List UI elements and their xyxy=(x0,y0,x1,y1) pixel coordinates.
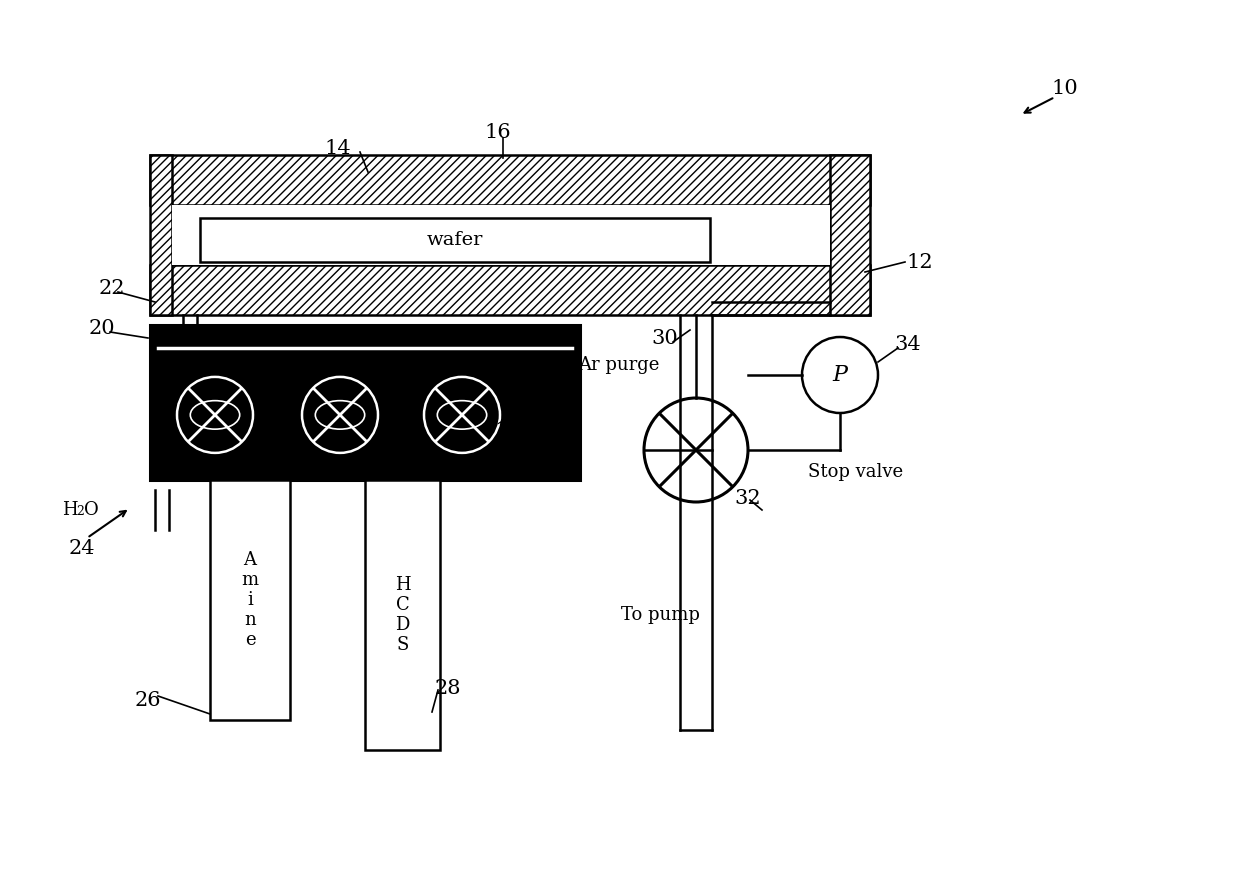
Bar xyxy=(830,155,870,315)
Text: 12: 12 xyxy=(906,253,934,271)
Bar xyxy=(210,480,290,720)
Text: 20: 20 xyxy=(89,319,115,337)
Text: 32: 32 xyxy=(734,488,761,507)
Text: 10: 10 xyxy=(1052,78,1079,98)
Text: 14: 14 xyxy=(325,138,351,158)
Text: P: P xyxy=(832,364,847,386)
Text: 36: 36 xyxy=(544,390,572,410)
Text: 22: 22 xyxy=(99,278,125,298)
Circle shape xyxy=(802,337,878,413)
Bar xyxy=(150,325,580,480)
Text: Stop valve: Stop valve xyxy=(808,463,903,481)
Text: 26: 26 xyxy=(135,691,161,709)
Circle shape xyxy=(177,377,253,453)
Text: 28: 28 xyxy=(435,678,461,698)
Bar xyxy=(200,218,711,262)
Text: 34: 34 xyxy=(895,336,921,354)
Text: 24: 24 xyxy=(68,538,95,558)
Text: A
m
i
n
e: A m i n e xyxy=(242,551,259,649)
Text: H
C
D
S: H C D S xyxy=(394,576,410,655)
Text: wafer: wafer xyxy=(427,231,484,249)
Text: H: H xyxy=(62,501,78,519)
Circle shape xyxy=(424,377,500,453)
Text: O: O xyxy=(84,501,99,519)
Text: 2: 2 xyxy=(76,505,84,518)
Bar xyxy=(150,265,870,315)
Text: 16: 16 xyxy=(485,123,511,143)
Bar xyxy=(150,155,172,315)
Text: 30: 30 xyxy=(652,329,678,347)
Text: 18: 18 xyxy=(495,420,521,440)
Text: To pump: To pump xyxy=(620,606,699,624)
Text: Ar purge: Ar purge xyxy=(578,356,660,374)
Bar xyxy=(150,155,870,205)
Bar xyxy=(365,480,440,750)
Circle shape xyxy=(303,377,378,453)
Bar xyxy=(172,205,830,265)
Circle shape xyxy=(644,398,748,502)
